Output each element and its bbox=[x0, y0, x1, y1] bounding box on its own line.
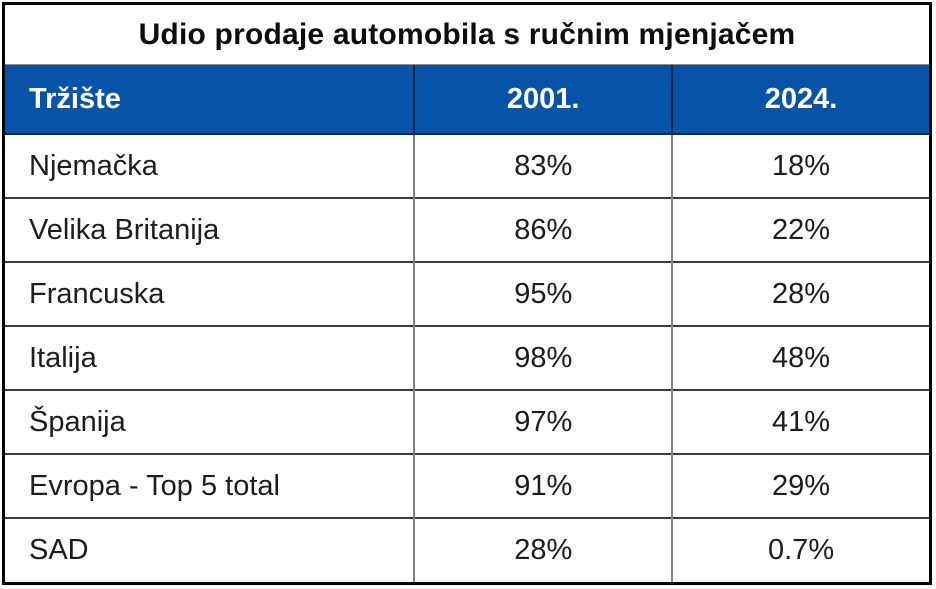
value-2024: 22% bbox=[671, 197, 929, 262]
table-row: Francuska 95% 28% bbox=[5, 261, 929, 326]
market-name: Španija bbox=[5, 389, 415, 454]
value-2001: 91% bbox=[413, 453, 673, 518]
market-name: Francuska bbox=[5, 261, 415, 326]
value-2001: 98% bbox=[413, 325, 673, 390]
value-2001: 83% bbox=[413, 134, 673, 198]
market-name: SAD bbox=[5, 517, 415, 582]
value-2001: 95% bbox=[413, 261, 673, 326]
header-market: Tržište bbox=[5, 65, 415, 135]
table-row: SAD 28% 0.7% bbox=[5, 517, 929, 582]
table-body: Njemačka 83% 18% Velika Britanija 86% 22… bbox=[5, 134, 929, 582]
header-row: Tržište 2001. 2024. bbox=[5, 65, 929, 135]
value-2024: 48% bbox=[671, 325, 929, 390]
table-header: Tržište 2001. 2024. bbox=[5, 65, 929, 135]
table-row: Evropa - Top 5 total 91% 29% bbox=[5, 453, 929, 518]
value-2001: 86% bbox=[413, 197, 673, 262]
market-name: Italija bbox=[5, 325, 415, 390]
value-2024: 0.7% bbox=[671, 517, 929, 582]
table-row: Španija 97% 41% bbox=[5, 389, 929, 454]
table-title: Udio prodaje automobila s ručnim mjenjač… bbox=[138, 17, 796, 51]
header-2001: 2001. bbox=[413, 65, 673, 135]
value-2024: 18% bbox=[671, 134, 929, 198]
table-row: Italija 98% 48% bbox=[5, 325, 929, 390]
value-2024: 28% bbox=[671, 261, 929, 326]
table-row: Njemačka 83% 18% bbox=[5, 134, 929, 198]
value-2024: 41% bbox=[671, 389, 929, 454]
header-2024: 2024. bbox=[671, 65, 929, 135]
market-name: Njemačka bbox=[5, 134, 415, 198]
table-row: Velika Britanija 86% 22% bbox=[5, 197, 929, 262]
value-2001: 28% bbox=[413, 517, 673, 582]
value-2001: 97% bbox=[413, 389, 673, 454]
value-2024: 29% bbox=[671, 453, 929, 518]
market-name: Evropa - Top 5 total bbox=[5, 453, 415, 518]
market-name: Velika Britanija bbox=[5, 197, 415, 262]
data-table: Tržište 2001. 2024. Njemačka 83% 18% Vel… bbox=[5, 65, 929, 582]
table-title-row: Udio prodaje automobila s ručnim mjenjač… bbox=[5, 5, 929, 65]
